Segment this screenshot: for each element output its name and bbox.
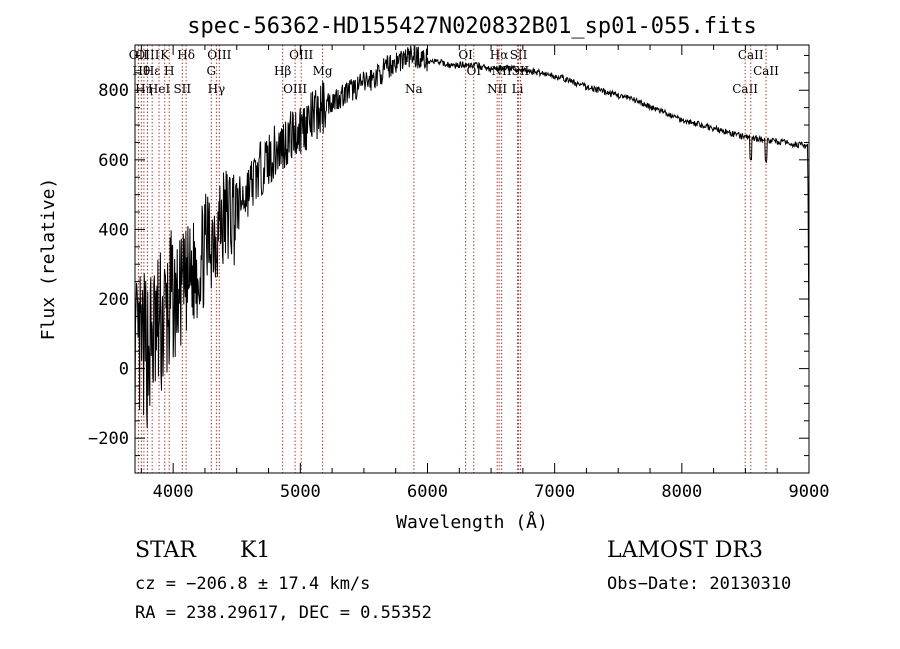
line-marker-label: OIII: [135, 48, 159, 62]
line-marker-label: Hδ: [177, 48, 195, 62]
chart-title: spec-56362-HD155427N020832B01_sp01-055.f…: [187, 14, 757, 39]
class-label: STAR: [135, 538, 196, 563]
line-marker-label: HeI: [148, 82, 171, 96]
x-tick-label: 7000: [534, 482, 575, 502]
line-marker-label: Mg: [313, 64, 333, 78]
x-tick-label: 8000: [661, 482, 702, 502]
line-marker-label: SII: [173, 82, 191, 96]
line-marker-label: SII: [510, 48, 528, 62]
line-marker-label: G: [207, 64, 217, 78]
line-marker-label: OIII: [207, 48, 231, 62]
subclass-label: K1: [240, 538, 271, 563]
x-tick-label: 9000: [789, 482, 830, 502]
line-marker-label: K: [160, 48, 170, 62]
y-tick-label: 800: [98, 81, 129, 101]
obs-date: Obs−Date: 20130310: [607, 574, 792, 594]
x-axis-label: Wavelength (Å): [396, 511, 548, 533]
line-marker-label: Na: [405, 82, 423, 96]
y-tick-label: 0: [119, 360, 129, 380]
line-marker-label: OIII: [283, 82, 307, 96]
line-marker-label: Hε: [144, 64, 161, 78]
line-marker-label: OI: [466, 64, 481, 78]
line-marker-label: CaII: [753, 64, 779, 78]
line-marker-label: Hγ: [208, 82, 226, 96]
plot-frame: [134, 44, 810, 474]
y-tick-label: 200: [98, 290, 129, 310]
spectrum-line: [134, 44, 810, 439]
y-tick-label: −200: [88, 429, 129, 449]
y-tick-label: 600: [98, 151, 129, 171]
line-marker-label: Hα: [490, 48, 509, 62]
redshift-readout: cz = −206.8 ± 17.4 km/s: [135, 574, 371, 594]
line-marker-label: OI: [458, 48, 473, 62]
y-tick-label: 400: [98, 220, 129, 240]
x-tick-label: 4000: [153, 482, 194, 502]
line-marker-label: H: [164, 64, 174, 78]
x-tick-label: 6000: [407, 482, 448, 502]
line-marker-label: Li: [512, 82, 524, 96]
line-marker-label: CaII: [738, 48, 764, 62]
coordinates-readout: RA = 238.29617, DEC = 0.55352: [135, 603, 432, 623]
y-axis-label: Flux (relative): [38, 178, 59, 341]
x-tick-label: 5000: [280, 482, 321, 502]
line-marker-label: Hη: [135, 82, 153, 96]
line-marker-label: Hβ: [274, 64, 291, 78]
line-marker-label: Hθ: [133, 64, 151, 78]
line-marker-label: CaII: [732, 82, 758, 96]
line-marker-label: OIII: [289, 48, 313, 62]
survey-label: LAMOST DR3: [607, 538, 763, 563]
line-marker-label: NII: [487, 82, 507, 96]
